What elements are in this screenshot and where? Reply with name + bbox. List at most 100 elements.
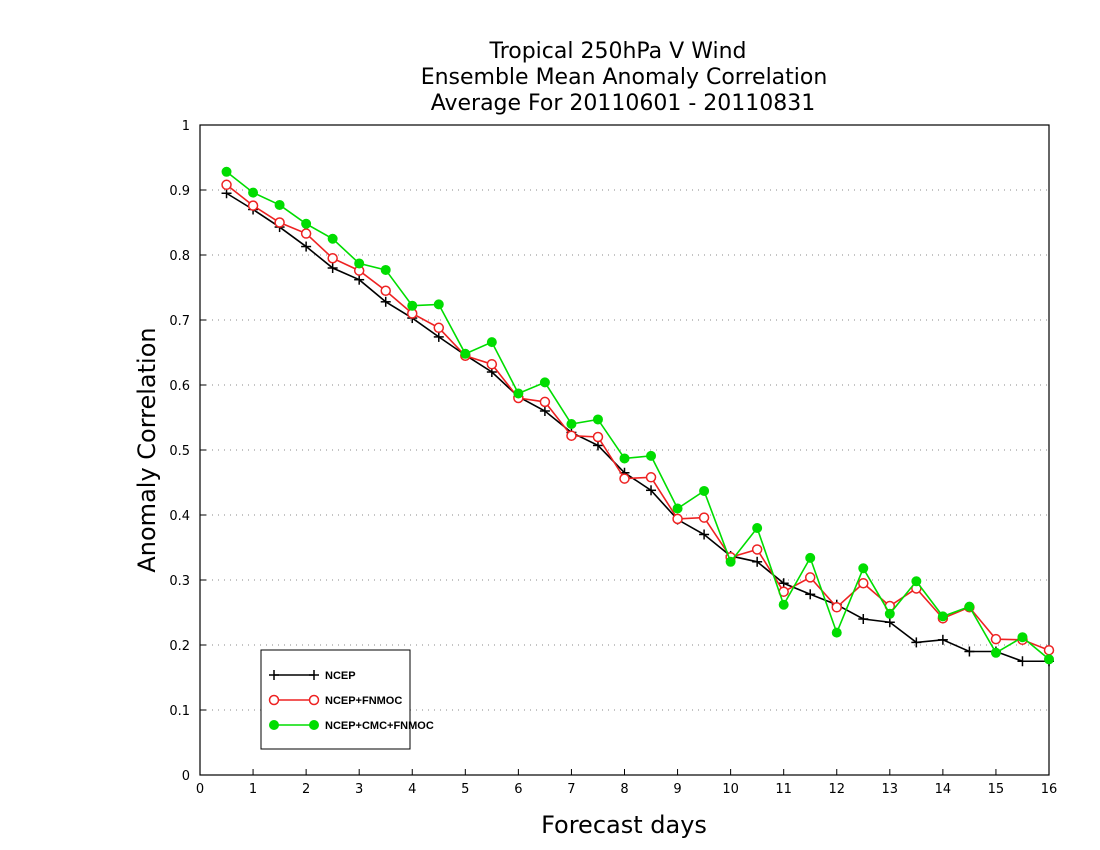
y-tick-label: 0.5 (169, 444, 190, 459)
data-point-filled-circle (301, 218, 312, 229)
data-point-open-circle (486, 358, 498, 370)
data-point-filled-circle (327, 233, 338, 244)
grid (200, 189, 1049, 711)
legend: NCEP NCEP+FNMOC NCEP+CMC+FNMOC (260, 649, 434, 750)
data-point-open-circle (698, 512, 710, 523)
series-ncep-cmc-fnmoc (221, 166, 1054, 665)
chart-title-line-2: Ensemble Mean Anomaly Correlation (421, 65, 828, 90)
x-tick-label: 4 (408, 782, 416, 797)
data-point-filled-circle (433, 299, 444, 310)
data-point-filled-circle (380, 264, 391, 275)
series-line (226, 192, 1049, 663)
data-point-filled-circle (646, 450, 657, 461)
y-tick-label: 0.8 (169, 249, 190, 264)
data-point-filled-circle (407, 300, 418, 311)
y-tick-label: 0.7 (169, 314, 190, 329)
x-tick-label: 5 (461, 782, 469, 797)
data-point-filled-circle (990, 647, 1001, 658)
x-tick-label: 14 (935, 782, 952, 797)
y-tick-label: 0.4 (169, 509, 190, 524)
data-point-open-circle (221, 179, 232, 191)
y-tick-label: 0.6 (169, 379, 190, 394)
data-point-open-circle (672, 513, 683, 525)
y-tick-label: 0.2 (169, 639, 190, 654)
y-tick-label: 0.3 (169, 574, 190, 589)
x-tick-label: 10 (722, 782, 739, 797)
data-point-open-circle (592, 431, 604, 443)
series-line (226, 171, 1050, 660)
data-point-open-circle (247, 200, 259, 211)
chart-title-line-3: Average For 20110601 - 20110831 (431, 91, 816, 116)
x-tick-label: 11 (775, 782, 792, 797)
data-point-filled-circle (619, 453, 630, 464)
legend-item: NCEP (269, 670, 356, 682)
chart-title: Tropical 250hPa V Wind Ensemble Mean Ano… (421, 39, 828, 116)
data-point-open-circle (645, 472, 657, 483)
data-point-filled-circle (911, 576, 922, 587)
data-point-filled-circle (805, 552, 816, 563)
data-point-filled-circle (539, 377, 550, 388)
x-tick-label: 13 (882, 782, 899, 797)
data-point-open-circle (990, 633, 1002, 645)
x-tick-label: 7 (567, 782, 575, 797)
chart-title-line-1: Tropical 250hPa V Wind (488, 39, 746, 64)
legend-label: NCEP+FNMOC (325, 695, 402, 707)
series-line (226, 184, 1050, 651)
data-point-open-circle (831, 602, 842, 613)
data-point-open-circle (858, 578, 869, 589)
data-point-open-circle (300, 228, 312, 239)
data-point-filled-circle (725, 556, 736, 567)
data-point-filled-circle (513, 388, 524, 399)
data-point-open-circle (539, 396, 551, 408)
y-tick-label: 1 (182, 119, 190, 134)
data-point-filled-circle (937, 611, 948, 622)
data-point-filled-circle (566, 419, 577, 429)
data-point-filled-circle (274, 199, 285, 210)
legend-label: NCEP+CMC+FNMOC (325, 720, 434, 732)
x-tick-label: 2 (302, 782, 310, 797)
data-point-open-circle (566, 430, 577, 441)
data-point-open-circle (380, 285, 391, 296)
x-tick-label: 16 (1041, 782, 1058, 797)
data-point-filled-circle (831, 627, 842, 638)
data-point-open-circle (308, 694, 320, 706)
y-tick-label: 0.9 (169, 184, 190, 199)
y-axis-label: Anomaly Correlation (133, 327, 161, 572)
y-tick-label: 0 (182, 769, 190, 784)
series-ncep (221, 188, 1054, 667)
data-point-filled-circle (592, 414, 603, 425)
x-tick-label: 15 (988, 782, 1005, 797)
data-point-filled-circle (752, 523, 763, 533)
axis-ticks: 00.10.20.30.40.50.60.70.80.910 1 2 3 4 5 6 7 8 9 1… (169, 119, 1057, 797)
data-point-open-circle (274, 217, 285, 228)
data-point-open-circle (327, 253, 338, 264)
y-tick-label: 0.1 (169, 704, 190, 719)
legend-label: NCEP (325, 670, 356, 682)
x-tick-label: 3 (355, 782, 363, 797)
x-tick-label: 9 (673, 782, 681, 797)
x-tick-label: 0 (196, 782, 204, 797)
data-point-filled-circle (221, 166, 232, 177)
legend-item: NCEP+FNMOC (268, 694, 402, 707)
data-point-open-circle (268, 694, 280, 706)
data-point-filled-circle (778, 599, 789, 610)
data-point-open-circle (1043, 644, 1055, 656)
data-point-filled-circle (858, 563, 869, 574)
data-point-filled-circle (699, 485, 710, 496)
x-tick-label: 6 (514, 782, 522, 797)
x-tick-label: 12 (828, 782, 845, 797)
data-point-filled-circle (248, 187, 259, 198)
data-point-filled-circle (269, 720, 279, 730)
data-point-open-circle (619, 473, 630, 484)
data-point-filled-circle (672, 503, 683, 514)
data-point-filled-circle (460, 348, 471, 359)
data-point-open-circle (804, 572, 816, 583)
series-layer (221, 166, 1055, 667)
data-point-filled-circle (1044, 654, 1054, 665)
data-point-filled-circle (1017, 632, 1028, 643)
data-point-filled-circle (884, 608, 895, 619)
data-point-open-circle (751, 544, 763, 555)
data-point-filled-circle (354, 258, 365, 269)
data-point-filled-circle (964, 601, 975, 612)
x-tick-label: 8 (620, 782, 628, 797)
